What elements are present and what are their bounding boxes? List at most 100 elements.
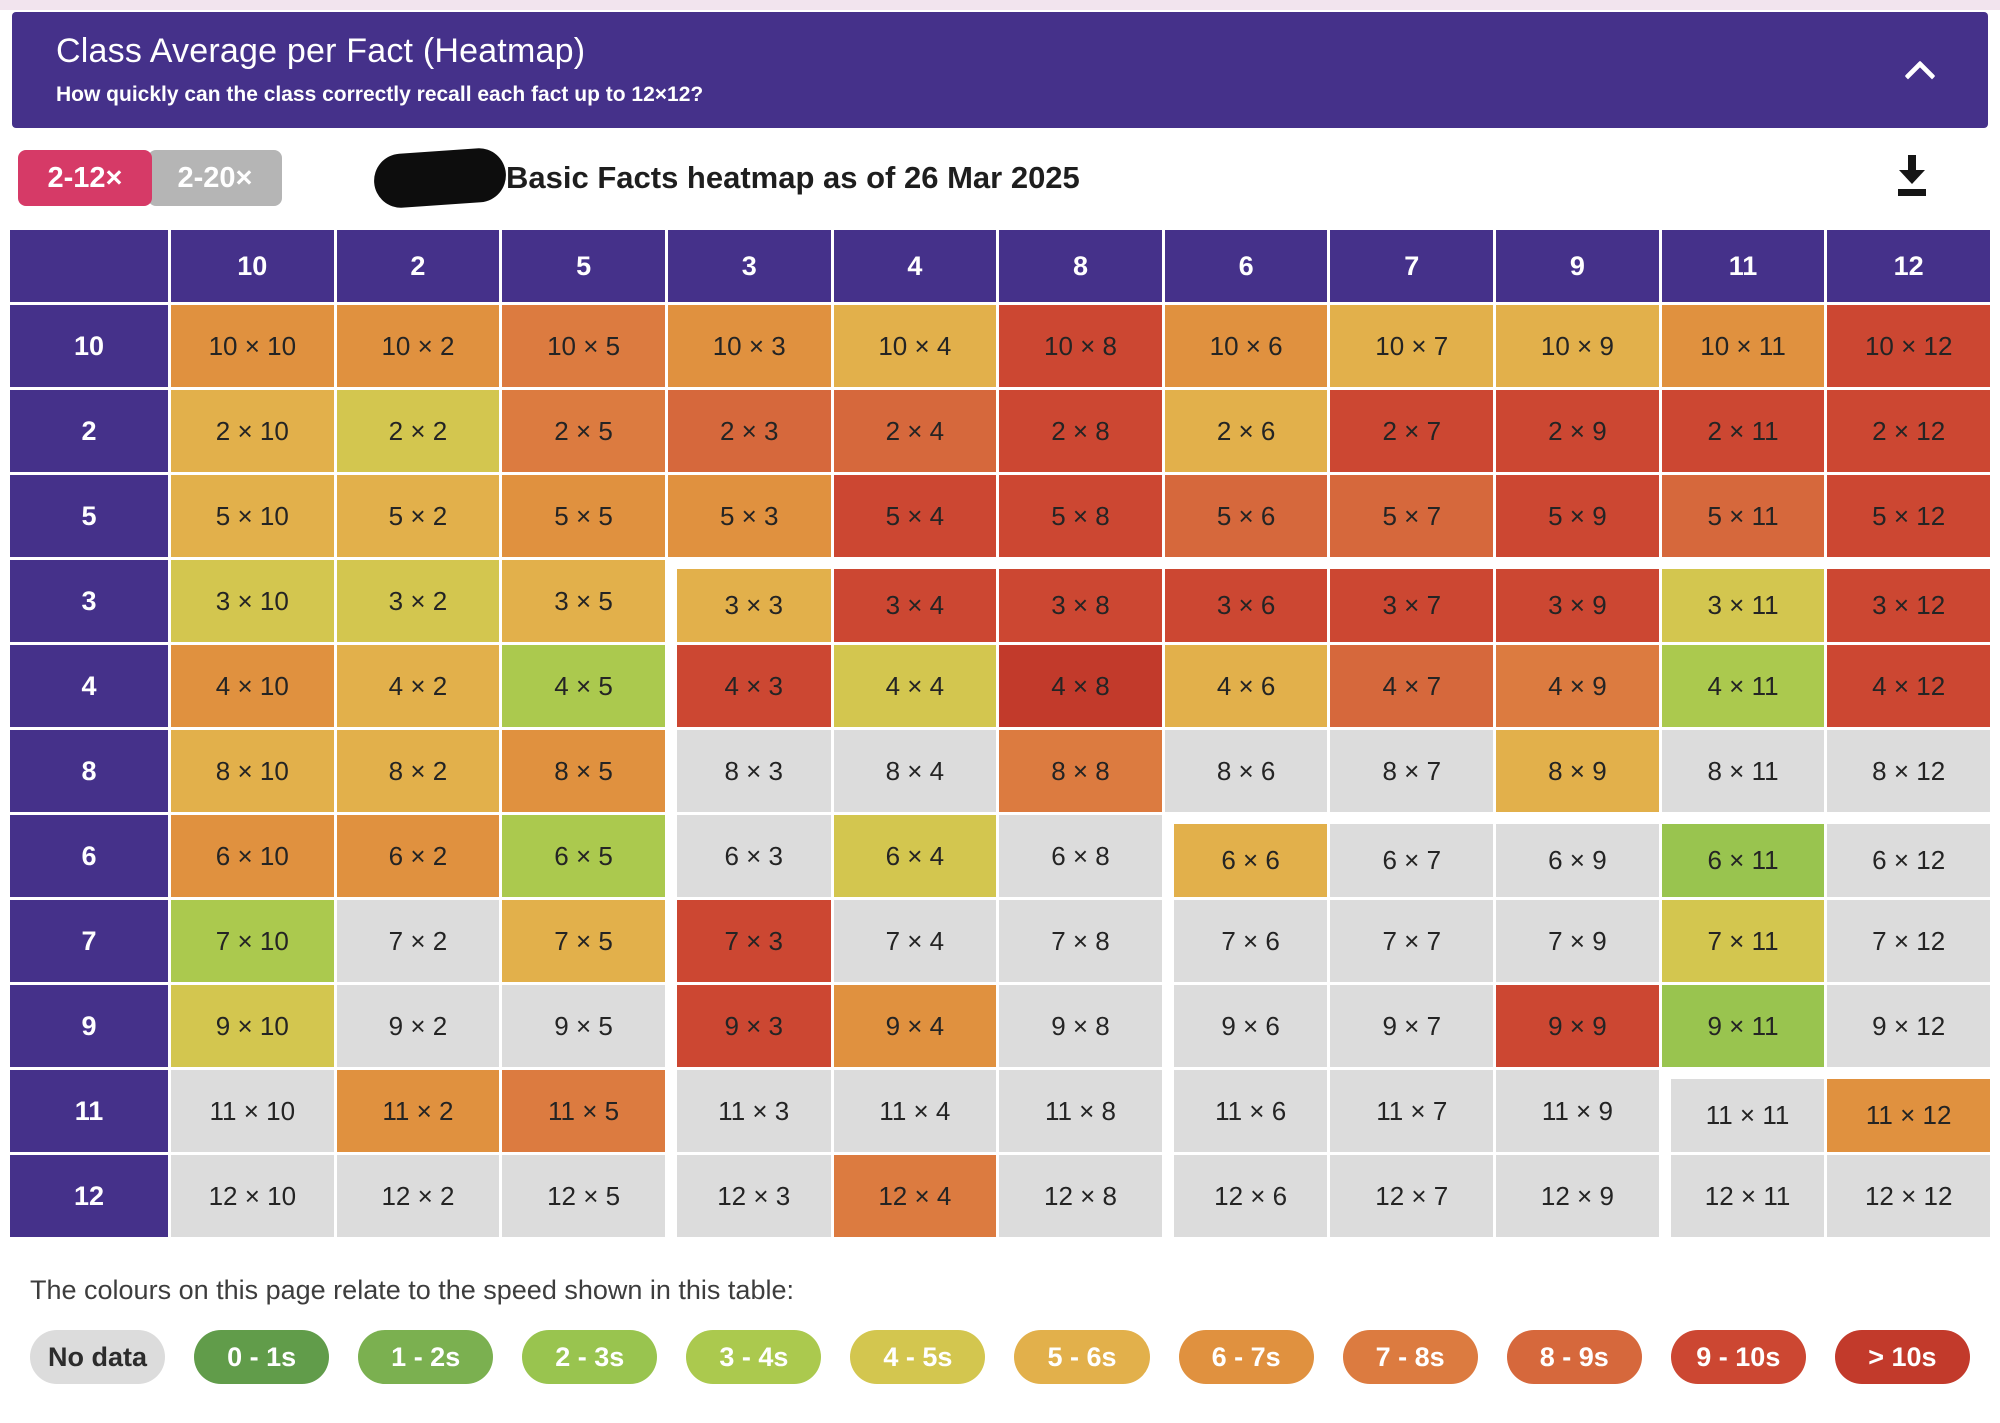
range-button-2-20[interactable]: 2-20× xyxy=(148,150,282,206)
heatmap-cell-4x5[interactable]: 4 × 5 xyxy=(502,645,665,727)
heatmap-cell-9x11[interactable]: 9 × 11 xyxy=(1661,985,1825,1067)
heatmap-cell-2x3[interactable]: 2 × 3 xyxy=(667,390,831,472)
heatmap-cell-9x4[interactable]: 9 × 4 xyxy=(833,985,997,1067)
heatmap-cell-3x12[interactable]: 3 × 12 xyxy=(1827,560,1990,642)
heatmap-cell-2x12[interactable]: 2 × 12 xyxy=(1827,390,1990,472)
heatmap-cell-7x3[interactable]: 7 × 3 xyxy=(667,900,831,982)
heatmap-cell-7x11[interactable]: 7 × 11 xyxy=(1661,900,1825,982)
heatmap-cell-9x3[interactable]: 9 × 3 xyxy=(667,985,831,1067)
heatmap-cell-4x2[interactable]: 4 × 2 xyxy=(336,645,500,727)
heatmap-cell-8x12[interactable]: 8 × 12 xyxy=(1827,730,1990,812)
heatmap-cell-7x7[interactable]: 7 × 7 xyxy=(1330,900,1494,982)
heatmap-cell-12x8[interactable]: 12 × 8 xyxy=(999,1155,1162,1237)
heatmap-cell-9x7[interactable]: 9 × 7 xyxy=(1330,985,1494,1067)
heatmap-cell-5x6[interactable]: 5 × 6 xyxy=(1164,475,1328,557)
heatmap-cell-6x6[interactable]: 6 × 6 xyxy=(1164,815,1328,897)
heatmap-cell-3x2[interactable]: 3 × 2 xyxy=(336,560,500,642)
heatmap-cell-4x7[interactable]: 4 × 7 xyxy=(1330,645,1494,727)
heatmap-cell-9x8[interactable]: 9 × 8 xyxy=(999,985,1162,1067)
heatmap-cell-10x4[interactable]: 10 × 4 xyxy=(833,305,997,387)
heatmap-cell-3x9[interactable]: 3 × 9 xyxy=(1496,560,1659,642)
heatmap-cell-5x2[interactable]: 5 × 2 xyxy=(336,475,500,557)
heatmap-cell-10x5[interactable]: 10 × 5 xyxy=(502,305,665,387)
heatmap-cell-8x8[interactable]: 8 × 8 xyxy=(999,730,1162,812)
heatmap-cell-5x10[interactable]: 5 × 10 xyxy=(171,475,334,557)
heatmap-cell-5x3[interactable]: 5 × 3 xyxy=(667,475,831,557)
heatmap-cell-3x7[interactable]: 3 × 7 xyxy=(1330,560,1494,642)
heatmap-cell-12x3[interactable]: 12 × 3 xyxy=(667,1155,831,1237)
heatmap-cell-4x9[interactable]: 4 × 9 xyxy=(1496,645,1659,727)
heatmap-cell-7x4[interactable]: 7 × 4 xyxy=(833,900,997,982)
heatmap-cell-9x5[interactable]: 9 × 5 xyxy=(502,985,665,1067)
heatmap-cell-5x8[interactable]: 5 × 8 xyxy=(999,475,1162,557)
heatmap-cell-12x10[interactable]: 12 × 10 xyxy=(171,1155,334,1237)
heatmap-cell-8x11[interactable]: 8 × 11 xyxy=(1661,730,1825,812)
heatmap-cell-4x3[interactable]: 4 × 3 xyxy=(667,645,831,727)
heatmap-cell-5x12[interactable]: 5 × 12 xyxy=(1827,475,1990,557)
download-button[interactable] xyxy=(1888,152,1936,204)
heatmap-cell-11x4[interactable]: 11 × 4 xyxy=(833,1070,997,1152)
heatmap-cell-12x5[interactable]: 12 × 5 xyxy=(502,1155,665,1237)
heatmap-cell-9x2[interactable]: 9 × 2 xyxy=(336,985,500,1067)
heatmap-cell-10x9[interactable]: 10 × 9 xyxy=(1496,305,1659,387)
heatmap-cell-10x6[interactable]: 10 × 6 xyxy=(1164,305,1328,387)
collapse-button[interactable] xyxy=(1898,54,1942,92)
heatmap-cell-7x5[interactable]: 7 × 5 xyxy=(502,900,665,982)
heatmap-cell-12x2[interactable]: 12 × 2 xyxy=(336,1155,500,1237)
heatmap-cell-12x4[interactable]: 12 × 4 xyxy=(833,1155,997,1237)
heatmap-cell-4x8[interactable]: 4 × 8 xyxy=(999,645,1162,727)
heatmap-cell-3x8[interactable]: 3 × 8 xyxy=(999,560,1162,642)
heatmap-cell-8x4[interactable]: 8 × 4 xyxy=(833,730,997,812)
heatmap-cell-6x12[interactable]: 6 × 12 xyxy=(1827,815,1990,897)
heatmap-cell-7x6[interactable]: 7 × 6 xyxy=(1164,900,1328,982)
heatmap-cell-4x4[interactable]: 4 × 4 xyxy=(833,645,997,727)
heatmap-cell-9x10[interactable]: 9 × 10 xyxy=(171,985,334,1067)
heatmap-cell-11x9[interactable]: 11 × 9 xyxy=(1496,1070,1659,1152)
heatmap-cell-8x9[interactable]: 8 × 9 xyxy=(1496,730,1659,812)
heatmap-cell-8x7[interactable]: 8 × 7 xyxy=(1330,730,1494,812)
heatmap-cell-8x2[interactable]: 8 × 2 xyxy=(336,730,500,812)
heatmap-cell-10x12[interactable]: 10 × 12 xyxy=(1827,305,1990,387)
heatmap-cell-10x7[interactable]: 10 × 7 xyxy=(1330,305,1494,387)
heatmap-cell-11x6[interactable]: 11 × 6 xyxy=(1164,1070,1328,1152)
heatmap-cell-6x7[interactable]: 6 × 7 xyxy=(1330,815,1494,897)
heatmap-cell-10x3[interactable]: 10 × 3 xyxy=(667,305,831,387)
heatmap-cell-11x3[interactable]: 11 × 3 xyxy=(667,1070,831,1152)
heatmap-cell-2x2[interactable]: 2 × 2 xyxy=(336,390,500,472)
heatmap-cell-11x2[interactable]: 11 × 2 xyxy=(336,1070,500,1152)
heatmap-cell-6x2[interactable]: 6 × 2 xyxy=(336,815,500,897)
heatmap-cell-3x11[interactable]: 3 × 11 xyxy=(1661,560,1825,642)
heatmap-cell-3x10[interactable]: 3 × 10 xyxy=(171,560,334,642)
heatmap-cell-3x3[interactable]: 3 × 3 xyxy=(667,560,831,642)
heatmap-cell-6x4[interactable]: 6 × 4 xyxy=(833,815,997,897)
heatmap-cell-2x8[interactable]: 2 × 8 xyxy=(999,390,1162,472)
heatmap-cell-5x9[interactable]: 5 × 9 xyxy=(1496,475,1659,557)
heatmap-cell-11x5[interactable]: 11 × 5 xyxy=(502,1070,665,1152)
heatmap-cell-2x10[interactable]: 2 × 10 xyxy=(171,390,334,472)
heatmap-cell-10x8[interactable]: 10 × 8 xyxy=(999,305,1162,387)
heatmap-cell-5x5[interactable]: 5 × 5 xyxy=(502,475,665,557)
heatmap-cell-2x11[interactable]: 2 × 11 xyxy=(1661,390,1825,472)
heatmap-cell-8x6[interactable]: 8 × 6 xyxy=(1164,730,1328,812)
heatmap-cell-8x10[interactable]: 8 × 10 xyxy=(171,730,334,812)
heatmap-cell-4x6[interactable]: 4 × 6 xyxy=(1164,645,1328,727)
heatmap-cell-8x3[interactable]: 8 × 3 xyxy=(667,730,831,812)
heatmap-cell-7x10[interactable]: 7 × 10 xyxy=(171,900,334,982)
heatmap-cell-11x11[interactable]: 11 × 11 xyxy=(1661,1070,1825,1152)
heatmap-cell-4x10[interactable]: 4 × 10 xyxy=(171,645,334,727)
heatmap-cell-5x11[interactable]: 5 × 11 xyxy=(1661,475,1825,557)
heatmap-cell-5x4[interactable]: 5 × 4 xyxy=(833,475,997,557)
heatmap-cell-6x3[interactable]: 6 × 3 xyxy=(667,815,831,897)
heatmap-cell-5x7[interactable]: 5 × 7 xyxy=(1330,475,1494,557)
heatmap-cell-2x4[interactable]: 2 × 4 xyxy=(833,390,997,472)
heatmap-cell-6x8[interactable]: 6 × 8 xyxy=(999,815,1162,897)
heatmap-cell-11x12[interactable]: 11 × 12 xyxy=(1827,1070,1990,1152)
heatmap-cell-2x9[interactable]: 2 × 9 xyxy=(1496,390,1659,472)
heatmap-cell-12x12[interactable]: 12 × 12 xyxy=(1827,1155,1990,1237)
heatmap-cell-8x5[interactable]: 8 × 5 xyxy=(502,730,665,812)
heatmap-cell-10x11[interactable]: 10 × 11 xyxy=(1661,305,1825,387)
heatmap-cell-7x9[interactable]: 7 × 9 xyxy=(1496,900,1659,982)
heatmap-cell-6x10[interactable]: 6 × 10 xyxy=(171,815,334,897)
heatmap-cell-11x8[interactable]: 11 × 8 xyxy=(999,1070,1162,1152)
heatmap-cell-3x5[interactable]: 3 × 5 xyxy=(502,560,665,642)
